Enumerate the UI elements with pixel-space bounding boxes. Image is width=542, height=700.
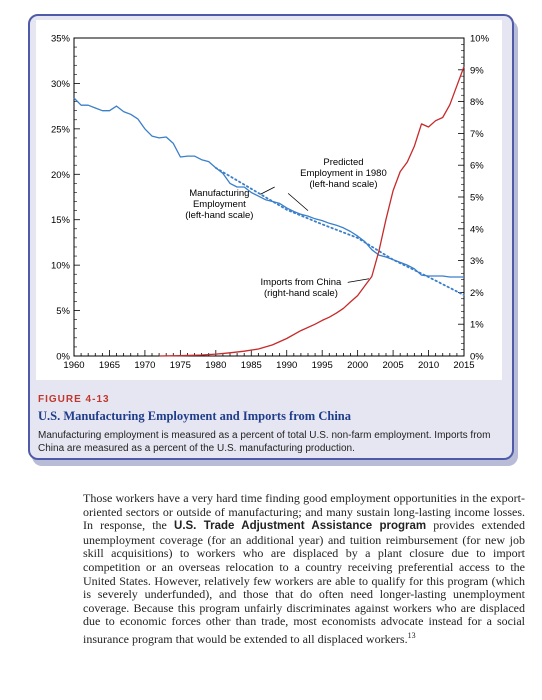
series-line-1 xyxy=(214,166,465,297)
x-tick-label-2010: 2010 xyxy=(418,360,439,371)
y-left-tick-label-15: 15% xyxy=(51,215,71,226)
leader-imports xyxy=(347,278,370,283)
annotation-imports-7: (right-hand scale) xyxy=(264,288,338,299)
body-text-2: provides extended unemployment coverage … xyxy=(83,518,525,646)
x-tick-label-2005: 2005 xyxy=(383,360,404,371)
annotation-manufacturing-5: (left-hand scale) xyxy=(185,210,253,221)
y-right-tick-label-0: 0% xyxy=(470,352,484,363)
y-right-tick-label-8: 8% xyxy=(470,97,484,108)
y-right-tick-label-1: 1% xyxy=(470,320,484,331)
x-tick-label-1995: 1995 xyxy=(312,360,333,371)
x-tick-label-1970: 1970 xyxy=(134,360,155,371)
y-right-tick-label-5: 5% xyxy=(470,193,484,204)
x-tick-label-1980: 1980 xyxy=(205,360,226,371)
y-left-tick-label-20: 20% xyxy=(51,170,71,181)
footnote-marker: 13 xyxy=(407,630,416,640)
y-right-tick-label-2: 2% xyxy=(470,288,484,299)
annotation-predicted-1: Employment in 1980 xyxy=(300,168,387,179)
program-name: U.S. Trade Adjustment Assistance program xyxy=(174,520,427,533)
x-tick-label-1960: 1960 xyxy=(63,360,84,371)
annotation-predicted-2: (left-hand scale) xyxy=(309,179,377,190)
y-right-tick-label-9: 9% xyxy=(470,65,484,76)
annotation-manufacturing-4: Employment xyxy=(193,199,246,210)
figure-caption: Manufacturing employment is measured as … xyxy=(38,430,491,454)
y-right-tick-label-4: 4% xyxy=(470,224,484,235)
x-tick-label-1985: 1985 xyxy=(241,360,262,371)
annotation-manufacturing-3: Manufacturing xyxy=(189,188,249,199)
plot-frame xyxy=(73,37,465,357)
series-line-0 xyxy=(73,97,464,278)
x-tick-label-2015: 2015 xyxy=(453,360,474,371)
x-tick-label-1965: 1965 xyxy=(99,360,120,371)
x-tick-label-1990: 1990 xyxy=(276,360,297,371)
body-text-1: Those workers have a very hard time find… xyxy=(83,491,525,533)
y-left-tick-label-0: 0% xyxy=(56,352,70,363)
leader-manufacturing xyxy=(260,186,275,195)
annotation-predicted-0: Predicted xyxy=(323,157,363,168)
annotation-imports-6: Imports from China xyxy=(261,277,342,288)
y-left-tick-label-35: 35% xyxy=(51,34,71,45)
leader-predicted xyxy=(287,193,309,211)
body-paragraph: Those workers have a very hard time find… xyxy=(83,491,525,647)
x-tick-label-2000: 2000 xyxy=(347,360,368,371)
y-left-tick-label-25: 25% xyxy=(51,124,71,135)
figure-label: FIGURE 4-13 xyxy=(38,394,110,405)
figure-title: U.S. Manufacturing Employment and Import… xyxy=(38,409,351,423)
y-left-tick-label-30: 30% xyxy=(51,79,71,90)
x-tick-label-1975: 1975 xyxy=(170,360,191,371)
y-right-tick-label-7: 7% xyxy=(470,129,484,140)
chart: 1960 1965 1970 1975 1980 1985 1990 1995 2000 2005… xyxy=(51,34,490,372)
y-right-tick-label-3: 3% xyxy=(470,256,484,267)
y-right-tick-label-10: 10% xyxy=(470,34,490,45)
series-line-2 xyxy=(159,66,465,357)
y-right-tick-label-6: 6% xyxy=(470,161,484,172)
y-left-tick-label-5: 5% xyxy=(56,306,70,317)
y-left-tick-label-10: 10% xyxy=(51,261,71,272)
